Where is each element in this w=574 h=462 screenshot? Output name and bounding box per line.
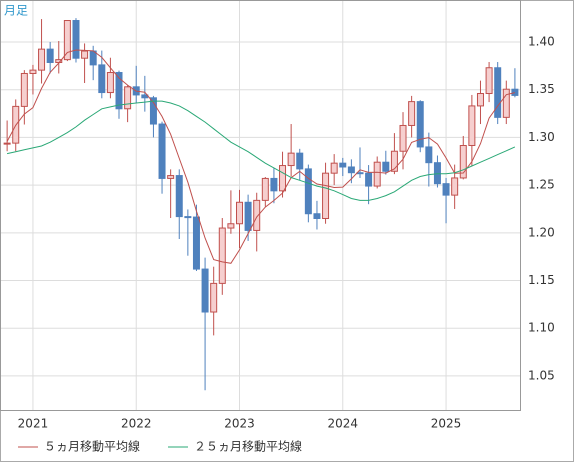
candle-body: [399, 124, 407, 152]
corner-label: 月足: [4, 4, 28, 18]
candle-body: [485, 67, 493, 95]
candle-body: [502, 88, 510, 118]
x-tick-label: 2022: [121, 417, 152, 431]
candle-body: [81, 50, 89, 59]
y-tick-label: 1.30: [528, 130, 555, 144]
candle-body: [98, 64, 106, 94]
candle-body: [459, 145, 467, 179]
candle-body: [313, 213, 321, 220]
candle-body: [408, 101, 416, 126]
candle-body: [106, 72, 114, 94]
candle-body: [468, 105, 476, 147]
candle-body: [261, 177, 269, 201]
y-tick-label: 1.20: [528, 225, 555, 239]
x-tick-label: 2021: [18, 417, 49, 431]
candle-body: [201, 268, 209, 313]
y-tick-label: 1.15: [528, 273, 555, 287]
candle-body: [235, 201, 243, 225]
y-tick-label: 1.35: [528, 82, 555, 96]
candle-body: [451, 177, 459, 196]
candle-body: [20, 72, 28, 107]
candle-body: [279, 165, 287, 192]
candle-body: [175, 175, 183, 218]
candle-body: [89, 50, 97, 66]
plot-border: [0, 0, 521, 411]
candle-body: [339, 162, 347, 168]
candle-body: [149, 97, 157, 125]
candle-body: [227, 223, 235, 229]
candle-body: [3, 142, 11, 145]
candle-body: [270, 177, 278, 192]
candle-body: [356, 172, 364, 175]
candle-body: [330, 162, 338, 174]
candle-body: [210, 282, 218, 313]
candle-body: [390, 150, 398, 172]
candle-body: [184, 216, 192, 219]
candle-body: [46, 48, 54, 63]
y-tick-label: 1.05: [528, 368, 555, 382]
x-tick-label: 2025: [431, 417, 462, 431]
candle-body: [192, 216, 200, 270]
candle-body: [322, 172, 330, 220]
candle-body: [29, 69, 37, 74]
x-tick-label: 2023: [224, 417, 255, 431]
candle-body: [72, 20, 80, 59]
y-tick-label: 1.25: [528, 178, 555, 192]
candle-body: [115, 72, 123, 110]
candle-body: [244, 201, 252, 231]
candle-body: [347, 166, 355, 174]
candle-body: [425, 146, 433, 164]
candle-body: [296, 152, 304, 170]
candle-body: [304, 168, 312, 215]
candle-body: [167, 175, 175, 179]
moving-average-line: [6, 100, 516, 201]
x-tick-label: 2024: [328, 417, 359, 431]
candle-body: [253, 199, 261, 231]
candle-body: [124, 86, 132, 110]
legend-label: ２５ヵ月移動平均線: [194, 439, 302, 454]
candle-body: [442, 183, 450, 196]
candle-body: [287, 152, 295, 167]
candle-body: [63, 20, 71, 61]
y-tick-label: 1.10: [528, 321, 555, 335]
candle-body: [511, 88, 519, 96]
candle-body: [365, 172, 373, 187]
moving-average-line: [6, 49, 516, 264]
candle-body: [373, 161, 381, 187]
candle-body: [433, 162, 441, 185]
candle-body: [218, 227, 226, 284]
candle-body: [38, 48, 46, 71]
legend-label: ５ヵ月移動平均線: [44, 439, 140, 454]
candle-body: [476, 93, 484, 107]
candle-body: [382, 161, 390, 172]
candle-body: [158, 123, 166, 179]
candle-body: [416, 101, 424, 148]
candle-body: [494, 67, 502, 118]
y-tick-label: 1.40: [528, 34, 555, 48]
